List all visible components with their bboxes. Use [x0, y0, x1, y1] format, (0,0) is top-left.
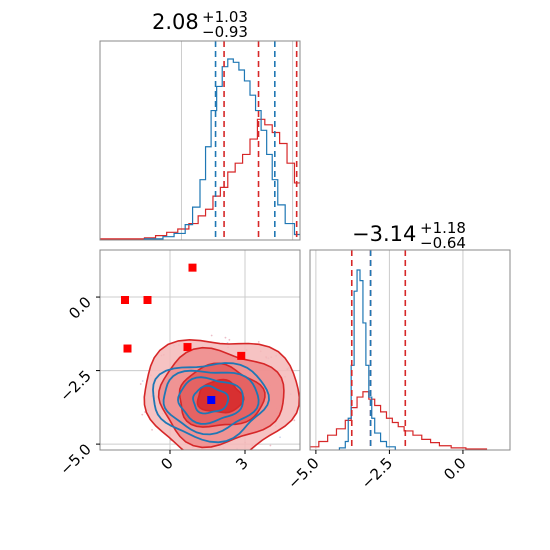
- x-tick-label-c-1: −2.5: [358, 454, 396, 492]
- y-tick-label-b-2: −5.0: [56, 440, 94, 478]
- markers: [121, 263, 246, 404]
- title-c: −3.14: [352, 222, 416, 246]
- marginal-histogram-y: −5.0 −2.5 0.0 −3.14 +1.18 −0.64: [284, 219, 511, 493]
- y-tick-label-b-1: −2.5: [56, 367, 94, 405]
- ticks-c: −5.0 −2.5 0.0: [284, 450, 470, 493]
- title-c-median: −3.14: [352, 222, 416, 246]
- title-a: 2.08: [152, 10, 199, 34]
- histogram-steps-c: [310, 269, 488, 450]
- sample-dot: [269, 444, 272, 447]
- title-c-minus: −0.64: [420, 234, 466, 252]
- sample-dot: [221, 457, 223, 459]
- blue-contour-level-1: [177, 376, 244, 425]
- grid-a: [180, 41, 294, 240]
- y-tick-label-b-0: 0.0: [65, 293, 95, 323]
- grid-c: [315, 250, 464, 450]
- axes-frame-a: [99, 40, 301, 241]
- blue-marker-0: [207, 396, 216, 404]
- sample-dot: [224, 336, 227, 339]
- sample-dot: [257, 341, 260, 343]
- title-c-plus: +1.18: [420, 219, 466, 237]
- sample-dot: [141, 380, 144, 382]
- sample-dot: [219, 452, 221, 454]
- joint-contour-panel: 0 3 0.0 −2.5 −5.0: [56, 249, 301, 479]
- x-tick-label-b-0: 0: [157, 454, 176, 473]
- quantile-lines-c: [350, 250, 407, 450]
- x-tick-label-b-1: 3: [232, 454, 251, 473]
- sample-dot: [151, 428, 153, 431]
- sample-dot: [279, 436, 281, 439]
- contours: [143, 338, 300, 450]
- sample-dot: [293, 419, 296, 422]
- x-tick-label-c-0: −5.0: [284, 454, 322, 492]
- red-marker-0: [121, 296, 129, 304]
- title-a-minus: −0.93: [202, 23, 248, 41]
- title-a-plus: +1.03: [202, 8, 248, 26]
- blue-contour-level-3: [152, 362, 270, 444]
- sample-dot: [139, 383, 142, 385]
- sample-dot: [210, 334, 213, 337]
- hist-series-c-0: [310, 391, 488, 450]
- blue-contour-level-2: [162, 369, 260, 436]
- hist-series-a-0: [100, 118, 300, 240]
- red-marker-2: [123, 344, 132, 353]
- histogram-steps-a: [100, 58, 300, 240]
- blue-contour-level-0: [192, 384, 230, 415]
- red-marker-5: [237, 351, 246, 360]
- red-marker-3: [188, 263, 197, 272]
- hist-series-a-1: [143, 58, 300, 240]
- marginal-histogram-x: 2.08 +1.03 −0.93: [99, 8, 301, 241]
- x-tick-label-c-2: 0.0: [440, 454, 470, 484]
- hist-series-c-1: [338, 269, 396, 450]
- axes-frame-b: [99, 249, 301, 451]
- axes-frame-c: [309, 249, 511, 451]
- red-marker-1: [143, 296, 152, 304]
- sample-dot: [141, 413, 144, 416]
- quantile-lines-a: [214, 41, 298, 240]
- title-a-median: 2.08: [152, 10, 199, 34]
- red-marker-4: [183, 343, 192, 352]
- sample-dot: [228, 338, 231, 341]
